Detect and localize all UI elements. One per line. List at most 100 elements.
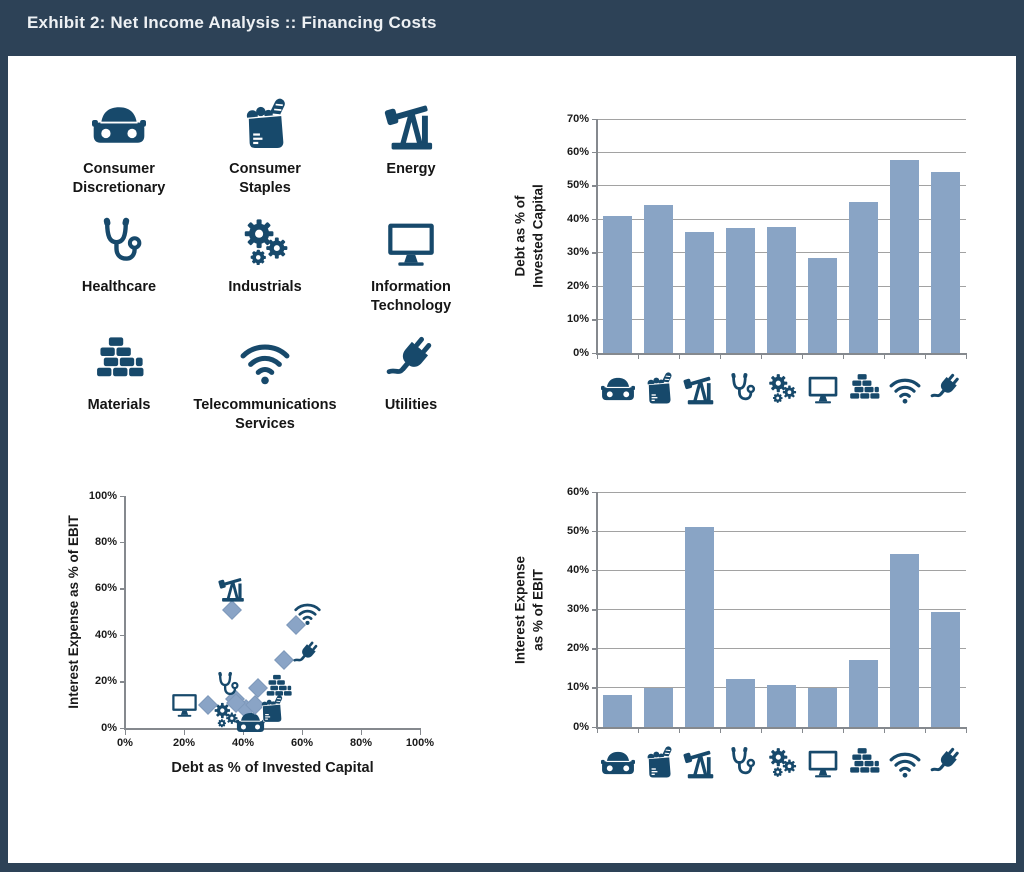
x-tick-4 [760, 355, 762, 359]
y-tick-10 [592, 687, 597, 689]
bar-telecommunications-services [890, 159, 919, 353]
x-tick-9 [965, 729, 967, 733]
legend-label-industrials: Industrials [228, 279, 302, 295]
x-tick-5 [801, 729, 803, 733]
bar-industrials [767, 685, 796, 727]
y-tick-label-20: 20% [566, 642, 589, 655]
x-tick-label-100: 100% [405, 737, 435, 749]
y-tick-0 [592, 352, 597, 354]
x-tick-80 [360, 730, 362, 735]
bar-energy [685, 231, 714, 353]
y-tick-40 [120, 634, 125, 637]
legend-item-materials: Materials [58, 334, 180, 452]
debt-vs-interest-scatter-plot: 0% 20% 40% 60% 80% 100% 0% 20% 40% 60% 80% 100% Inte… [8, 56, 1016, 863]
x-tick-7 [883, 729, 885, 733]
legend-label-materials: Materials [87, 397, 151, 413]
y-tick-50 [592, 530, 597, 533]
content-panel: Consumer Discretionary Consumer Staples En… [8, 56, 1016, 863]
y-tick-label-40: 40% [566, 563, 589, 576]
bar-materials [849, 201, 878, 353]
bar-information-technology [808, 687, 837, 727]
legend-label-energy: Energy [386, 161, 436, 177]
legend-label-utilities: Utilities [384, 397, 438, 413]
x-tick-label-0: 0% [117, 737, 133, 749]
x-tick-1 [637, 355, 639, 359]
y-tick-20 [592, 285, 597, 288]
wifi-icon [293, 598, 322, 627]
y-tick-label-100: 100% [88, 489, 117, 502]
legend-item-energy: Energy [350, 98, 472, 216]
gridline-30 [597, 609, 966, 610]
gridline-40 [597, 569, 966, 571]
legend-item-industrials: Industrials [204, 216, 326, 334]
x-tick-3 [719, 355, 721, 359]
x-tick-8 [924, 355, 926, 359]
y-tick-20 [592, 648, 597, 650]
scatter-chart-y-axis-title: Interest Expense as % of EBIT [66, 515, 82, 709]
bar-information-technology [808, 258, 837, 353]
y-tick-label-50: 50% [566, 179, 589, 192]
gridline-40 [597, 218, 966, 220]
y-tick-100 [120, 495, 125, 497]
x-tick-100 [419, 730, 421, 735]
y-tick-label-50: 50% [566, 524, 589, 537]
oil-pump-icon [218, 574, 247, 603]
y-tick-20 [120, 681, 125, 683]
bar-healthcare [726, 228, 755, 353]
legend-label-consumer-discretionary: Consumer Discretionary [72, 161, 166, 196]
y-tick-label-20: 20% [94, 675, 117, 688]
y-tick-0 [120, 727, 125, 729]
legend-item-consumer-discretionary: Consumer Discretionary [63, 98, 175, 216]
x-tick-2 [678, 729, 680, 733]
gridline-20 [597, 648, 966, 650]
bar-utilities [931, 612, 960, 727]
debt-bar-chart: 0% 10% 20% 30% 40% 50% 60% 70% Debt as % of Inve… [8, 56, 1016, 863]
y-tick-40 [592, 218, 597, 221]
y-tick-label-60: 60% [566, 145, 589, 158]
gridline-50 [597, 530, 966, 532]
y-tick-label-60: 60% [94, 582, 117, 595]
x-tick-4 [760, 729, 762, 733]
gridline-60 [597, 491, 966, 493]
x-tick-1 [637, 729, 639, 733]
y-tick-label-20: 20% [566, 279, 589, 292]
bar-industrials [767, 226, 796, 353]
y-tick-70 [592, 118, 597, 120]
y-axis-line [596, 119, 598, 354]
gridline-50 [597, 185, 966, 187]
y-tick-label-40: 40% [94, 628, 117, 641]
y-tick-label-30: 30% [566, 603, 589, 615]
y-tick-label-0: 0% [573, 346, 589, 359]
bar-healthcare [726, 678, 755, 727]
legend-label-healthcare: Healthcare [81, 279, 157, 295]
y-tick-label-10: 10% [566, 313, 589, 326]
bar-telecommunications-services [890, 553, 919, 727]
x-axis-line [596, 353, 967, 355]
x-tick-0 [124, 730, 126, 735]
legend-label-information-technology: Information Technology [370, 279, 452, 314]
exhibit-title: Exhibit 2: Net Income Analysis :: Financ… [27, 13, 437, 32]
y-tick-50 [592, 185, 597, 187]
y-tick-label-0: 0% [101, 721, 117, 734]
scatter-chart-x-axis-title: Debt as % of Invested Capital [171, 760, 374, 776]
y-tick-80 [120, 541, 125, 544]
legend-item-telecommunications-services: Telecommunications Services [181, 334, 349, 452]
legend-label-consumer-staples: Consumer Staples [229, 161, 301, 196]
x-tick-0 [596, 355, 598, 359]
legend-item-healthcare: Healthcare [58, 216, 180, 334]
bricks-icon [264, 673, 293, 702]
gridline-60 [597, 151, 966, 153]
x-tick-0 [596, 729, 598, 733]
x-tick-label-40: 40% [231, 737, 255, 749]
legend-item-information-technology: Information Technology [355, 216, 467, 334]
bar-consumer-staples [644, 205, 673, 353]
x-tick-2 [678, 355, 680, 359]
y-tick-label-10: 10% [566, 681, 589, 694]
gridline-70 [597, 118, 966, 120]
x-axis-line [124, 728, 421, 730]
y-tick-60 [592, 151, 597, 154]
y-tick-label-70: 70% [566, 112, 589, 125]
y-tick-30 [592, 609, 597, 611]
legend-label-telecommunications-services: Telecommunications Services [193, 397, 337, 432]
x-tick-40 [242, 730, 244, 735]
